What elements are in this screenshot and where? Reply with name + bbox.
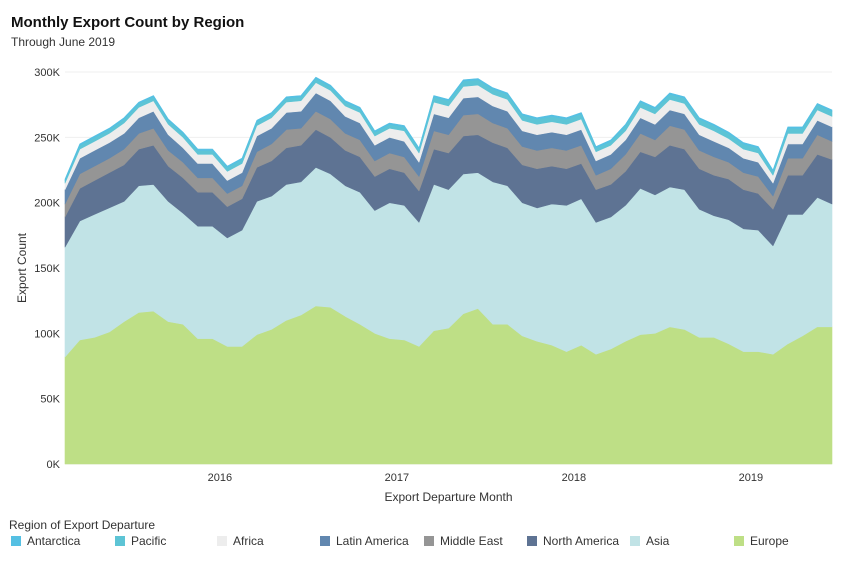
area-antarctica[interactable] <box>64 76 833 181</box>
legend-swatch <box>217 536 227 546</box>
legend-swatch <box>320 536 330 546</box>
legend-label: Asia <box>646 534 670 548</box>
legend-item-pacific[interactable]: Pacific <box>115 533 166 549</box>
y-tick-label: 0K <box>47 459 61 471</box>
legend-item-antarctica[interactable]: Antarctica <box>11 533 80 549</box>
legend-item-asia[interactable]: Asia <box>630 533 669 549</box>
legend-label: Antarctica <box>27 534 81 548</box>
y-tick-label: 150K <box>34 263 60 275</box>
x-tick-label: 2018 <box>562 472 586 484</box>
y-axis: 0K 50K 100K 150K 200K 250K 300K <box>34 67 60 471</box>
y-tick-label: 250K <box>34 132 60 144</box>
legend-title: Region of Export Departure <box>9 518 156 532</box>
y-axis-title: Export Count <box>15 232 29 303</box>
y-tick-label: 300K <box>34 67 60 79</box>
legend-label: Middle East <box>440 534 503 548</box>
legend-item-latin-america[interactable]: Latin America <box>320 533 409 549</box>
y-tick-label: 200K <box>34 198 60 210</box>
legend-swatch <box>734 536 744 546</box>
chart-subtitle: Through June 2019 <box>11 35 116 49</box>
legend-label: North America <box>543 534 620 548</box>
legend-swatch <box>115 536 125 546</box>
legend-label: Africa <box>233 534 264 548</box>
legend-label: Latin America <box>336 534 409 548</box>
legend: Antarctica Pacific Africa Latin America Midd… <box>0 533 854 551</box>
x-axis: 2016 2017 2018 2019 <box>208 472 763 484</box>
y-tick-label: 100K <box>34 328 60 340</box>
legend-swatch <box>424 536 434 546</box>
legend-swatch <box>11 536 21 546</box>
legend-swatch <box>527 536 537 546</box>
area-series-group <box>64 76 833 465</box>
y-tick-label: 50K <box>40 394 60 406</box>
x-tick-label: 2016 <box>208 472 232 484</box>
legend-item-europe[interactable]: Europe <box>734 533 789 549</box>
x-tick-label: 2019 <box>739 472 763 484</box>
legend-swatch <box>630 536 640 546</box>
legend-item-middle-east[interactable]: Middle East <box>424 533 503 549</box>
legend-item-africa[interactable]: Africa <box>217 533 264 549</box>
legend-label: Europe <box>750 534 789 548</box>
x-axis-title: Export Departure Month <box>384 490 512 504</box>
legend-item-north-america[interactable]: North America <box>527 533 619 549</box>
chart-title: Monthly Export Count by Region <box>11 14 245 31</box>
legend-label: Pacific <box>131 534 167 548</box>
x-tick-label: 2017 <box>385 472 409 484</box>
